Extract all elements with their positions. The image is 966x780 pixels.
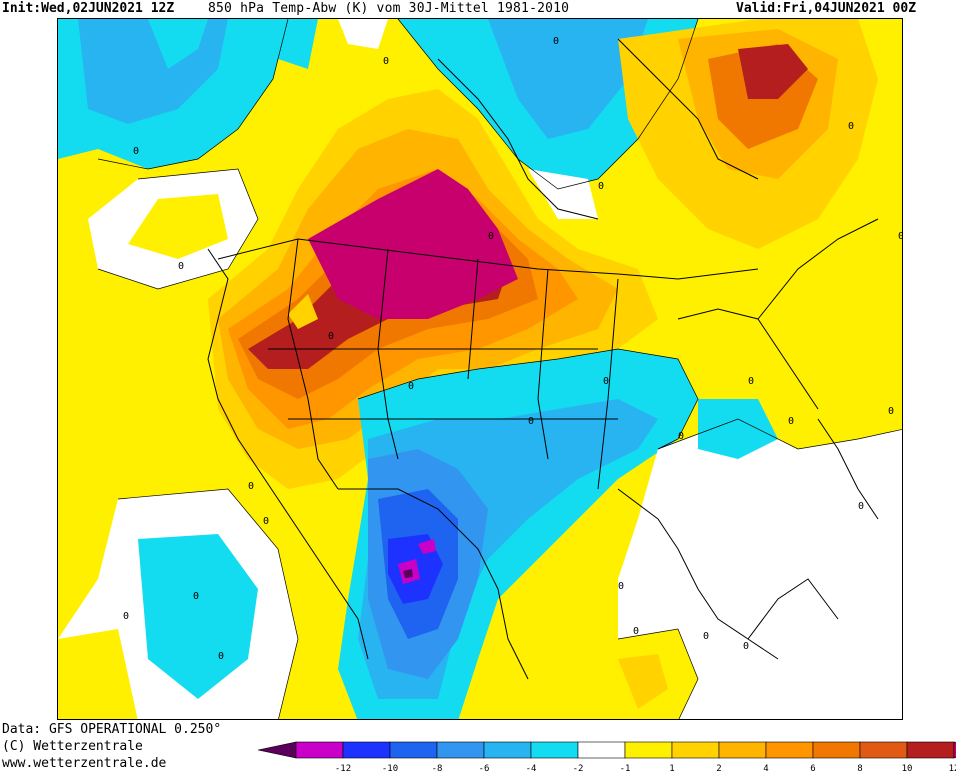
colorbar-segment — [295, 741, 344, 759]
contour-label: 0 — [788, 416, 794, 427]
contour-label: 0 — [488, 231, 494, 242]
colorbar-below-arrow — [257, 741, 297, 759]
valid-label: Valid: — [736, 1, 783, 16]
init-time: Init:Wed,02JUN2021 12Z — [2, 0, 174, 20]
contour-label: 0 — [263, 516, 269, 527]
contour-label: 0 — [703, 631, 709, 642]
chart-title: 850 hPa Temp-Abw (K) vom 30J-Mittel 1981… — [208, 1, 570, 16]
contour-label: 0 — [858, 501, 864, 512]
contour-label: 0 — [598, 181, 604, 192]
contour-label: 0 — [383, 56, 389, 67]
colorbar-tick-label: -10 — [382, 764, 398, 774]
contour-label: 0 — [528, 416, 534, 427]
colorbar-tick-label: 6 — [810, 764, 815, 774]
colorbar-segment — [906, 741, 955, 759]
colorbar-segment — [342, 741, 391, 759]
copyright: (C) Wetterzentrale — [2, 739, 143, 754]
colorbar-segment — [483, 741, 532, 759]
contour-label: 0 — [743, 641, 749, 652]
contour-label: 0 — [123, 611, 129, 622]
contour-label: 0 — [898, 231, 903, 242]
contour-label: 0 — [248, 481, 254, 492]
colorbar-legend: -12-10-8-6-4-2-1124681012 — [256, 740, 966, 776]
colorbar-segment — [436, 741, 485, 759]
colorbar-segment — [624, 741, 673, 759]
canada-us-border — [217, 238, 759, 280]
colorbar-tick-label: 8 — [857, 764, 862, 774]
colorbar-tick-label: -1 — [620, 764, 631, 774]
contour-label: 0 — [193, 591, 199, 602]
contour-label: 0 — [553, 36, 559, 47]
valid-time: Valid:Fri,04JUN2021 00Z — [736, 0, 916, 20]
colorbar-segment — [859, 741, 908, 759]
colorbar-segment — [577, 741, 626, 759]
great-lakes — [677, 308, 819, 410]
colorbar-tick-label: 1 — [669, 764, 674, 774]
contour-label: 0 — [408, 381, 414, 392]
colorbar-above-arrow — [953, 741, 966, 759]
colorbar-segment — [671, 741, 720, 759]
data-source: Data: GFS OPERATIONAL 0.250° — [2, 722, 222, 737]
contour-label: 0 — [178, 261, 184, 272]
colorbar-tick-label: 4 — [763, 764, 768, 774]
colorbar-tick-label: -2 — [573, 764, 584, 774]
boundaries — [207, 38, 879, 680]
near-zero-region-southeast — [618, 419, 902, 719]
colorbar-segment — [530, 741, 579, 759]
init-label: Init: — [2, 1, 42, 16]
contour-labels: 0 0 0 0 0 0 0 0 0 0 0 0 0 0 0 0 0 0 0 0 … — [123, 36, 903, 662]
init-value: Wed,02JUN2021 12Z — [41, 1, 175, 16]
colorbar-tick-label: 10 — [902, 764, 913, 774]
contour-label: 0 — [618, 581, 624, 592]
contour-label: 0 — [848, 121, 854, 132]
website-url: www.wetterzentrale.de — [2, 756, 167, 771]
contour-label: 0 — [603, 376, 609, 387]
colorbar-tick-label: -12 — [335, 764, 351, 774]
atlantic-coast — [757, 218, 879, 320]
zero-contours — [97, 19, 902, 719]
max-warm-anomaly — [308, 169, 518, 319]
colorbar-tick-label: -4 — [526, 764, 537, 774]
contour-label: 0 — [328, 331, 334, 342]
us-mexico-border — [338, 488, 529, 680]
west-coastline — [207, 248, 369, 660]
colorbar-tick-label: 2 — [716, 764, 721, 774]
map-canvas: 0 0 0 0 0 0 0 0 0 0 0 0 0 0 0 0 0 0 0 0 … — [58, 19, 903, 719]
contour-label: 0 — [888, 406, 894, 417]
colorbar-segment — [389, 741, 438, 759]
colorbar-tick-label: -6 — [479, 764, 490, 774]
contour-label: 0 — [748, 376, 754, 387]
contour-label: 0 — [218, 651, 224, 662]
contour-label: 0 — [633, 626, 639, 637]
temperature-anomaly-map: 0 0 0 0 0 0 0 0 0 0 0 0 0 0 0 0 0 0 0 0 … — [57, 18, 903, 720]
colorbar-tick-label: 12 — [949, 764, 956, 774]
contour-label: 0 — [133, 146, 139, 157]
colorbar-segment — [718, 741, 767, 759]
contour-label: 0 — [678, 431, 684, 442]
colorbar-canvas: -12-10-8-6-4-2-1124681012 — [257, 741, 966, 774]
colorbar-segment — [812, 741, 861, 759]
colorbar-tick-label: -8 — [432, 764, 443, 774]
colorbar-segment — [765, 741, 814, 759]
valid-value: Fri,04JUN2021 00Z — [782, 1, 917, 16]
